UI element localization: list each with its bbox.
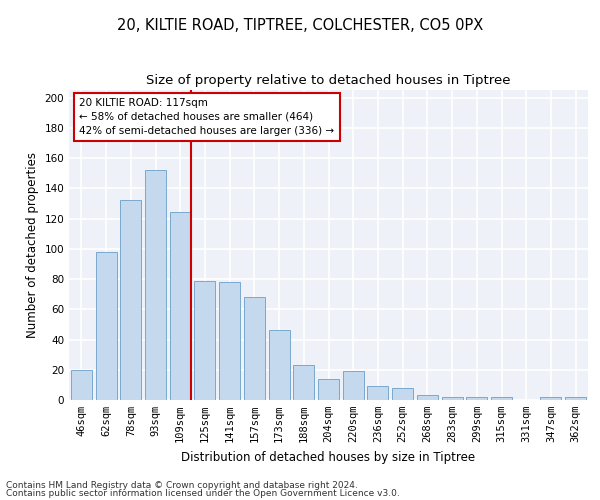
- Bar: [71, 370, 92, 400]
- X-axis label: Distribution of detached houses by size in Tiptree: Distribution of detached houses by size …: [181, 450, 476, 464]
- Bar: [565, 397, 586, 400]
- Bar: [417, 396, 438, 400]
- Bar: [367, 386, 388, 400]
- Text: Contains HM Land Registry data © Crown copyright and database right 2024.: Contains HM Land Registry data © Crown c…: [6, 480, 358, 490]
- Bar: [541, 397, 562, 400]
- Bar: [491, 397, 512, 400]
- Bar: [120, 200, 141, 400]
- Bar: [244, 297, 265, 400]
- Bar: [293, 365, 314, 400]
- Bar: [269, 330, 290, 400]
- Bar: [170, 212, 191, 400]
- Bar: [194, 280, 215, 400]
- Text: 20 KILTIE ROAD: 117sqm
← 58% of detached houses are smaller (464)
42% of semi-de: 20 KILTIE ROAD: 117sqm ← 58% of detached…: [79, 98, 335, 136]
- Bar: [392, 388, 413, 400]
- Title: Size of property relative to detached houses in Tiptree: Size of property relative to detached ho…: [146, 74, 511, 88]
- Text: 20, KILTIE ROAD, TIPTREE, COLCHESTER, CO5 0PX: 20, KILTIE ROAD, TIPTREE, COLCHESTER, CO…: [117, 18, 483, 32]
- Y-axis label: Number of detached properties: Number of detached properties: [26, 152, 39, 338]
- Bar: [442, 397, 463, 400]
- Bar: [95, 252, 116, 400]
- Bar: [466, 397, 487, 400]
- Bar: [219, 282, 240, 400]
- Text: Contains public sector information licensed under the Open Government Licence v3: Contains public sector information licen…: [6, 489, 400, 498]
- Bar: [343, 372, 364, 400]
- Bar: [145, 170, 166, 400]
- Bar: [318, 379, 339, 400]
